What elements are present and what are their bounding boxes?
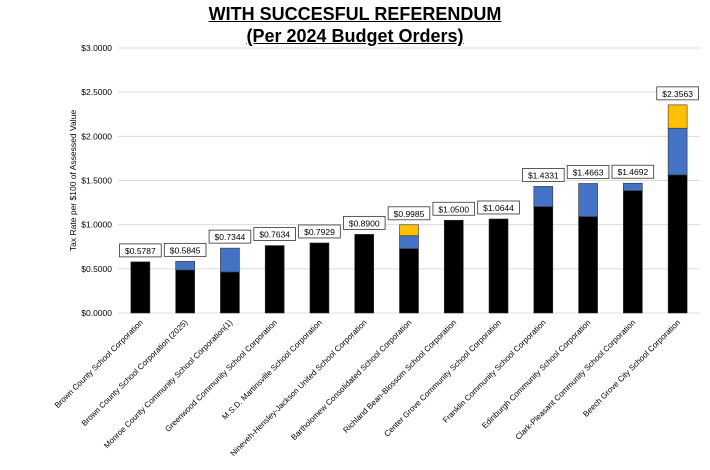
data-label-box: [566, 165, 610, 179]
data-label: $1.4692: [617, 167, 648, 177]
data-label: $0.5787: [125, 246, 156, 256]
data-label-box: [298, 224, 341, 239]
data-label-box: [253, 227, 296, 241]
data-label: $0.9985: [394, 209, 425, 219]
bar-segment-referendum: [578, 183, 598, 217]
data-label: $1.0644: [483, 203, 514, 213]
data-label-box: [477, 200, 520, 215]
bar-segment-base: [623, 190, 643, 314]
data-label: $0.8900: [349, 218, 380, 228]
bar-segment-referendum: [220, 247, 240, 273]
bar-segment-referendum: [533, 186, 554, 207]
x-tick-label: Beech Grove City School Corporation: [581, 318, 682, 419]
y-tick-label: $2.0000: [81, 131, 112, 141]
bar-segment-other: [667, 104, 688, 129]
data-label-box: [119, 243, 162, 258]
bar-segment-other: [399, 224, 419, 237]
bar-segment-base: [220, 271, 240, 314]
data-label-box: [387, 206, 431, 221]
x-tick-label: Brown County School Corporation: [53, 318, 145, 410]
y-tick-label: $3.0000: [81, 43, 112, 53]
data-label-box: [522, 168, 565, 182]
data-label-box: [611, 164, 655, 179]
x-tick-label: M.S.D. Martinsville School Corporation: [220, 318, 324, 422]
data-label-box: [656, 86, 699, 101]
bar-segment-base: [667, 174, 688, 314]
data-label: $1.4663: [573, 167, 604, 177]
data-label: $0.7634: [259, 230, 290, 240]
bar-segment-base: [309, 242, 330, 314]
y-tick-label: $1.5000: [81, 176, 112, 186]
data-label: $0.7344: [215, 232, 246, 242]
data-label-box: [432, 201, 476, 216]
data-label-box: [208, 229, 252, 244]
bar-segment-base: [354, 234, 375, 314]
y-tick-label: $0.0000: [81, 308, 112, 318]
bar-segment-referendum: [667, 127, 688, 176]
bar-segment-base: [578, 216, 598, 314]
chart-subtitle: (Per 2024 Budget Orders): [246, 26, 464, 46]
bar-segment-base: [488, 218, 509, 314]
bar-segment-referendum: [175, 261, 195, 271]
data-label: $1.0500: [438, 204, 469, 214]
bar-segment-base: [533, 206, 554, 314]
bar-segment-base: [130, 261, 151, 314]
chart-title: WITH SUCCESFUL REFERENDUM: [208, 4, 502, 24]
data-label-box: [163, 242, 207, 257]
y-axis-label: Tax Rate per $100 of Assessed Value: [68, 110, 78, 251]
bar-segment-referendum: [623, 182, 643, 191]
y-tick-label: $2.5000: [81, 87, 112, 97]
data-label: $0.7929: [304, 227, 335, 237]
bar-segment-referendum: [399, 235, 419, 249]
data-label-box: [342, 215, 386, 230]
bar-segment-base: [399, 248, 419, 314]
y-tick-label: $1.0000: [81, 220, 112, 230]
bar-segment-base: [175, 269, 195, 314]
bar-segment-base: [264, 245, 285, 314]
data-label: $0.5845: [170, 245, 201, 255]
y-tick-label: $0.5000: [81, 264, 112, 274]
data-label: $2.3563: [662, 89, 693, 99]
bar-segment-base: [443, 219, 464, 314]
data-label: $1.4331: [528, 170, 559, 180]
